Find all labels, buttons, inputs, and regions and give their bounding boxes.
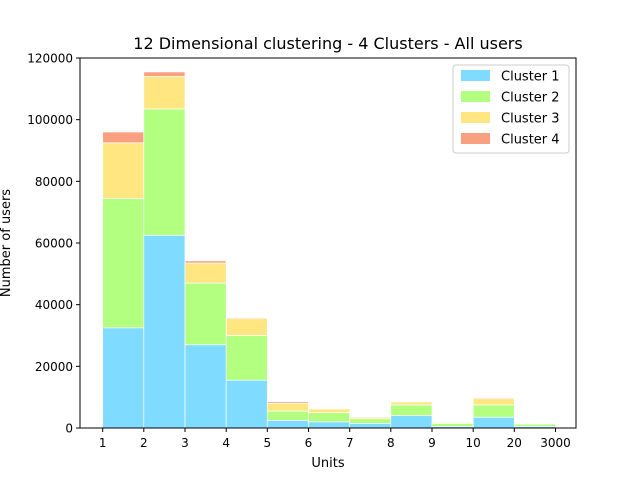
legend-label-cluster-2: Cluster 2 <box>501 91 560 106</box>
x-tick-label: 2 <box>140 436 148 450</box>
bar-cluster-4-bin-5 <box>267 402 308 404</box>
y-tick-label: 100000 <box>27 113 73 127</box>
bar-cluster-3-bin-5 <box>267 403 308 411</box>
bar-cluster-4-bin-4 <box>226 318 267 319</box>
bar-cluster-4-bin-1 <box>103 132 144 143</box>
bar-cluster-3-bin-2 <box>144 77 185 109</box>
bar-cluster-3-bin-8 <box>391 402 432 405</box>
bar-cluster-1-bin-10 <box>473 417 514 428</box>
x-tick-label: 1 <box>99 436 107 450</box>
legend-swatch-cluster-2 <box>461 91 490 102</box>
x-tick-label: 5 <box>263 436 271 450</box>
bar-cluster-1-bin-6 <box>309 422 350 428</box>
legend-swatch-cluster-1 <box>461 70 490 81</box>
x-tick-label: 8 <box>387 436 395 450</box>
bar-cluster-3-bin-10 <box>473 399 514 405</box>
y-tick-label: 20000 <box>35 360 73 374</box>
bar-cluster-4-bin-8 <box>391 401 432 402</box>
bar-cluster-2-bin-6 <box>309 413 350 422</box>
x-tick-label: 6 <box>305 436 313 450</box>
bar-cluster-3-bin-11 <box>514 423 555 424</box>
x-tick-label: 4 <box>222 436 230 450</box>
legend-label-cluster-3: Cluster 3 <box>501 112 560 127</box>
y-tick-label: 40000 <box>35 298 73 312</box>
legend-label-cluster-1: Cluster 1 <box>501 70 560 85</box>
bar-cluster-2-bin-8 <box>391 405 432 416</box>
legend-swatch-cluster-3 <box>461 112 490 123</box>
x-tick-label: 3 <box>181 436 189 450</box>
x-tick-label: 3000 <box>540 436 571 450</box>
bar-cluster-4-bin-10 <box>473 398 514 399</box>
y-axis-label: Number of users <box>0 189 14 297</box>
bar-cluster-1-bin-4 <box>226 380 267 428</box>
x-tick-label: 10 <box>466 436 481 450</box>
bar-cluster-2-bin-4 <box>226 336 267 381</box>
y-tick-label: 80000 <box>35 175 73 189</box>
bar-cluster-3-bin-6 <box>309 409 350 413</box>
bar-cluster-3-bin-4 <box>226 319 267 336</box>
legend-swatch-cluster-4 <box>461 133 490 144</box>
bar-cluster-1-bin-5 <box>267 420 308 428</box>
bar-cluster-3-bin-9 <box>432 422 473 423</box>
y-tick-label: 60000 <box>35 237 73 251</box>
x-axis-label: Units <box>311 456 344 471</box>
chart-title: 12 Dimensional clustering - 4 Clusters -… <box>133 34 522 53</box>
y-tick-label: 0 <box>65 422 73 436</box>
bar-cluster-1-bin-7 <box>350 423 391 428</box>
bar-cluster-1-bin-1 <box>103 328 144 428</box>
y-tick-label: 120000 <box>27 52 73 66</box>
legend-label-cluster-4: Cluster 4 <box>501 133 560 148</box>
bar-cluster-4-bin-2 <box>144 72 185 77</box>
bar-cluster-3-bin-3 <box>185 263 226 283</box>
x-tick-label: 20 <box>507 436 522 450</box>
bar-cluster-2-bin-1 <box>103 198 144 328</box>
legend: Cluster 1 Cluster 2 Cluster 3 Cluster 4 <box>453 65 569 153</box>
bar-cluster-3-bin-1 <box>103 143 144 199</box>
bar-cluster-2-bin-3 <box>185 283 226 345</box>
bar-cluster-2-bin-7 <box>350 419 391 424</box>
bar-cluster-4-bin-6 <box>309 408 350 409</box>
bar-cluster-1-bin-2 <box>144 235 185 428</box>
bar-cluster-2-bin-5 <box>267 411 308 420</box>
x-tick-label: 9 <box>428 436 436 450</box>
bar-cluster-1-bin-8 <box>391 416 432 428</box>
bar-cluster-2-bin-9 <box>432 423 473 426</box>
bar-cluster-2-bin-2 <box>144 109 185 235</box>
x-tick-label: 7 <box>346 436 354 450</box>
bar-cluster-2-bin-10 <box>473 405 514 417</box>
bar-cluster-1-bin-3 <box>185 345 226 428</box>
bar-cluster-2-bin-11 <box>514 424 555 426</box>
bar-cluster-4-bin-3 <box>185 261 226 263</box>
